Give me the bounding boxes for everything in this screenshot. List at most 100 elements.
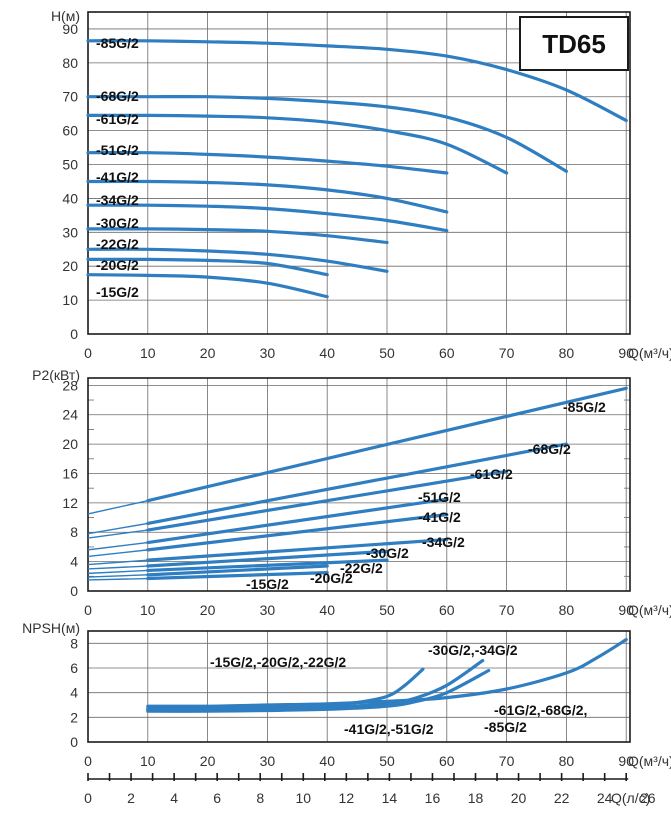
power-xtick-label: 40 (319, 602, 335, 618)
power-ytick-label: 16 (62, 465, 78, 481)
flow-ls-axis-label: Q(л/с) (611, 790, 650, 806)
head-curve-68G2 (86, 95, 568, 173)
head-ytick-label: 70 (62, 89, 78, 105)
power-curve-extension (87, 569, 148, 575)
power-ytick-label: 24 (62, 407, 78, 423)
power-xtick-label: 10 (140, 602, 156, 618)
npsh-xtick-label: 60 (439, 753, 455, 769)
head-ytick-label: 80 (62, 55, 78, 71)
head-ytick-label: 0 (70, 326, 78, 342)
head-xtick-label: 70 (499, 345, 515, 361)
head-curve-30G2 (86, 227, 389, 245)
head-series-label: -61G/2 (96, 111, 139, 127)
npsh-xtick-label: 90 (618, 753, 634, 769)
power-xtick-label: 80 (559, 602, 575, 618)
npsh-xtick-label: 80 (559, 753, 575, 769)
flow-ls-tick-label: 8 (256, 790, 264, 806)
flow-ls-tick-label: 2 (127, 790, 135, 806)
power-curve-extension (87, 577, 148, 581)
flow-ls-tick-label: 16 (425, 790, 441, 806)
flow-ls-tick-label: 18 (468, 790, 484, 806)
head-xtick-label: 80 (559, 345, 575, 361)
head-series-label: -15G/2 (96, 284, 139, 300)
head-xtick-label: 90 (618, 345, 634, 361)
flow-ls-tick-label: 26 (640, 790, 656, 806)
power-curve-15G2 (146, 571, 329, 581)
head-series-label: -22G/2 (96, 236, 139, 252)
npsh-ytick-label: 6 (70, 660, 78, 676)
power-ytick-label: 12 (62, 495, 78, 511)
npsh-xtick-label: 70 (499, 753, 515, 769)
head-xtick-label: 0 (84, 345, 92, 361)
head-y-axis-label: H(м) (51, 8, 80, 24)
head-ytick-label: 30 (62, 224, 78, 240)
npsh-xtick-label: 20 (200, 753, 216, 769)
head-xtick-label: 20 (200, 345, 216, 361)
head-curve-22G2 (86, 247, 389, 273)
power-curve-68G2 (146, 442, 568, 526)
power-ytick-label: 28 (62, 377, 78, 393)
power-curve-extension (87, 549, 148, 558)
npsh-ytick-label: 8 (70, 635, 78, 651)
power-xtick-label: 30 (260, 602, 276, 618)
power-ytick-label: 0 (70, 583, 78, 599)
power-curve-30G2 (146, 549, 389, 568)
power-curve-41G2 (146, 513, 449, 552)
npsh-series-label: -15G/2,-20G/2,-22G/2 (210, 654, 346, 670)
power-series-label: -41G/2 (418, 509, 461, 525)
flow-ls-tick-label: 0 (84, 790, 92, 806)
power-series-label: -30G/2 (366, 545, 409, 561)
power-y-axis-label: P2(кВт) (32, 367, 80, 383)
power-curve-extension (87, 574, 148, 578)
npsh-xtick-label: 50 (379, 753, 395, 769)
head-ytick-label: 50 (62, 157, 78, 173)
power-ytick-label: 8 (70, 524, 78, 540)
power-xtick-label: 70 (499, 602, 515, 618)
npsh-ytick-label: 4 (70, 685, 78, 701)
head-curve-61G2 (86, 113, 509, 175)
flow-ls-axis: 0 2 4 6 8 10 12 14 16 18 20 22 24 26Q(л/с) (84, 773, 656, 806)
power-xtick-label: 0 (84, 602, 92, 618)
head-curve-41G2 (86, 179, 449, 214)
power-curve-extension (87, 559, 148, 566)
head-frame (87, 11, 631, 335)
head-x-axis-label: Q(м³/ч) (628, 345, 671, 361)
power-series-label: -51G/2 (418, 489, 461, 505)
power-xtick-label: 20 (200, 602, 216, 618)
power-series-label: -34G/2 (422, 534, 465, 550)
head-ytick-label: 20 (62, 258, 78, 274)
flow-ls-tick-label: 14 (382, 790, 398, 806)
head-curve-85G2 (86, 39, 628, 123)
flow-ls-tick-label: 4 (170, 790, 178, 806)
npsh-series-label: -30G/2,-34G/2 (428, 642, 518, 658)
power-x-axis-label: Q(м³/ч) (628, 602, 671, 618)
power-curve-extension (87, 529, 148, 539)
power-frame (87, 377, 631, 592)
power-curve-extension (87, 565, 148, 570)
head-curve-51G2 (86, 150, 449, 175)
npsh-xtick-label: 30 (260, 753, 276, 769)
npsh-curve-3 (146, 638, 628, 708)
head-series-label: -30G/2 (96, 215, 139, 231)
npsh-xtick-label: 40 (319, 753, 335, 769)
head-xtick-label: 50 (379, 345, 395, 361)
npsh-y-axis-label: NPSH(м) (22, 620, 80, 636)
npsh-xtick-label: 0 (84, 753, 92, 769)
head-series-label: -85G/2 (96, 35, 139, 51)
title-box (519, 16, 629, 71)
power-curve-34G2 (146, 537, 449, 562)
power-curve-51G2 (146, 497, 449, 545)
chart-title: TD65 (542, 29, 606, 59)
power-series-label: -68G/2 (528, 441, 571, 457)
npsh-ytick-label: 2 (70, 709, 78, 725)
power-ytick-label: 20 (62, 436, 78, 452)
power-ytick-label: 4 (70, 554, 78, 570)
power-curve-61G2 (146, 469, 509, 532)
power-series-label: -85G/2 (563, 399, 606, 415)
power-curve-22G2 (146, 558, 389, 573)
flow-ls-tick-label: 20 (511, 790, 527, 806)
npsh-frame (87, 630, 631, 743)
